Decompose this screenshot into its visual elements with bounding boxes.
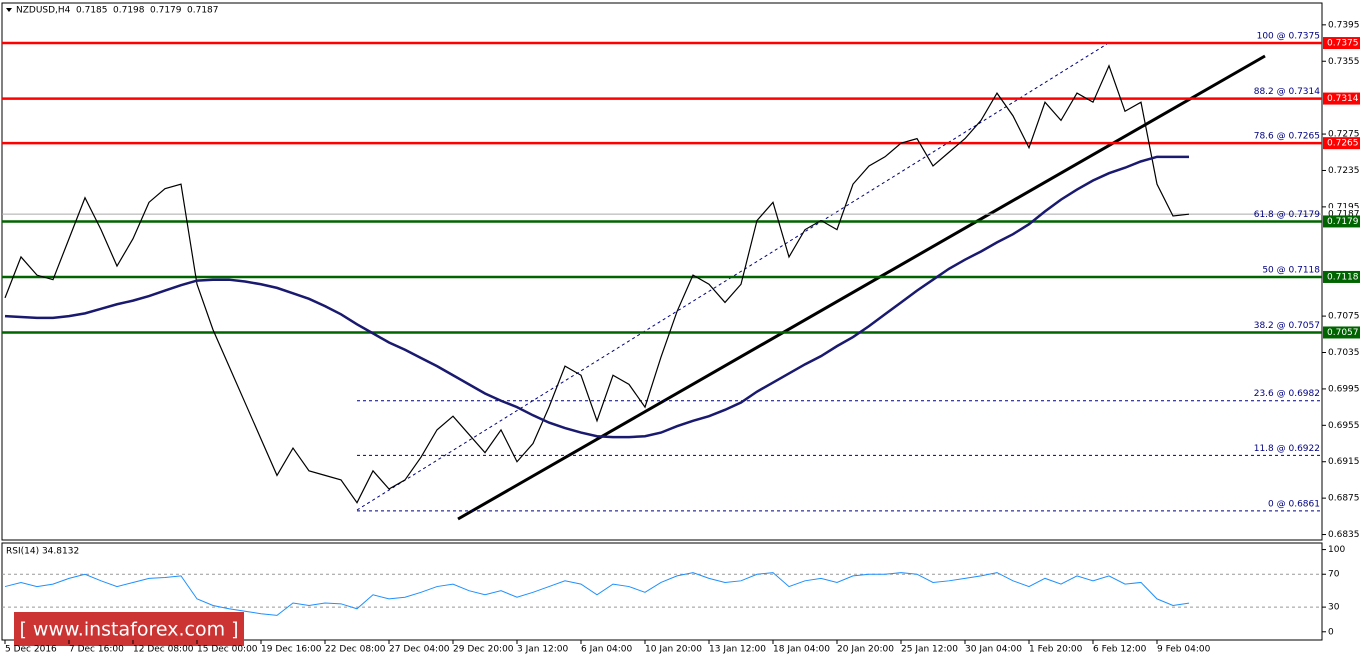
fib-label: 23.6 @ 0.6982: [1254, 389, 1320, 399]
rsi-tick-label: 70: [1328, 570, 1340, 580]
last-price-tag: [1323, 208, 1360, 220]
x-tick-label: 27 Dec 04:00: [389, 645, 450, 655]
y-tick-label: 0.6955: [1328, 421, 1360, 431]
y-tick-label: 0.7355: [1328, 57, 1360, 67]
price-tag-label: 0.7314: [1327, 94, 1359, 104]
rsi-panel: [1, 542, 1323, 641]
y-tick-label: 0.7075: [1328, 312, 1360, 322]
header-arrow: [6, 8, 12, 12]
x-tick-label: 30 Jan 04:00: [965, 645, 1022, 655]
y-tick-label: 0.7195: [1328, 202, 1360, 212]
price-tag-label: 0.7179: [1327, 217, 1359, 227]
x-tick-label: 6 Jan 04:00: [581, 645, 633, 655]
price-tag-label: 0.7375: [1327, 39, 1359, 49]
price-panel: [1, 2, 1323, 541]
x-tick-label: 5 Dec 2016: [5, 645, 57, 655]
y-tick-label: 0.7275: [1328, 130, 1360, 140]
rsi-tick-label: 30: [1328, 603, 1340, 613]
header-value: 0.7185: [76, 6, 108, 16]
x-tick-label: 12 Dec 08:00: [133, 645, 194, 655]
y-tick-label: 0.6915: [1328, 457, 1360, 467]
fib-label: 88.2 @ 0.7314: [1254, 87, 1321, 97]
price-tag: [1323, 326, 1360, 339]
price-tag: [1323, 92, 1360, 105]
x-tick-label: 1 Feb 20:00: [1029, 645, 1083, 655]
last-price-label: 0.7187: [1328, 210, 1360, 220]
y-tick-label: 0.6995: [1328, 384, 1360, 394]
fib-label: 50 @ 0.7118: [1262, 265, 1320, 275]
price-tag: [1323, 137, 1360, 150]
x-tick-label: 13 Jan 12:00: [709, 645, 766, 655]
x-tick-label: 3 Jan 12:00: [517, 645, 569, 655]
symbol: NZDUSD,H4: [16, 6, 71, 16]
fib-label: 100 @ 0.7375: [1257, 32, 1320, 42]
price-line: [4, 64, 1190, 504]
y-tick-label: 0.7235: [1328, 166, 1360, 176]
header-value: 0.7198: [113, 6, 145, 16]
fib-label: 38.2 @ 0.7057: [1254, 321, 1320, 331]
x-tick-label: 20 Jan 20:00: [837, 645, 894, 655]
x-tick-label: 22 Dec 08:00: [325, 645, 386, 655]
watermark-text: [ www.instaforex.com ]: [19, 619, 238, 641]
x-tick-label: 7 Dec 16:00: [69, 645, 124, 655]
price-tag-label: 0.7057: [1327, 328, 1359, 338]
price-tag-label: 0.7265: [1327, 139, 1359, 149]
moving-average: [4, 155, 1189, 439]
rsi-title: RSI(14) 34.8132: [6, 547, 79, 557]
watermark-box: [14, 612, 244, 646]
fib-label: 61.8 @ 0.7179: [1254, 210, 1321, 220]
x-tick-label: 29 Dec 20:00: [453, 645, 514, 655]
y-tick-label: 0.6875: [1328, 494, 1360, 504]
header-value: 0.7179: [150, 6, 182, 16]
y-tick-label: 0.7035: [1328, 348, 1360, 358]
fib-label: 0 @ 0.6861: [1268, 499, 1320, 509]
x-tick-label: 6 Feb 12:00: [1093, 645, 1147, 655]
x-tick-label: 10 Jan 20:00: [645, 645, 702, 655]
header-value: 0.7187: [187, 6, 219, 16]
y-tick-label: 0.7395: [1328, 20, 1360, 30]
price-tag-label: 0.7118: [1327, 272, 1359, 282]
watermark: [ www.instaforex.com ]: [14, 612, 244, 646]
fib-label: 11.8 @ 0.6922: [1254, 444, 1320, 454]
price-tag: [1323, 37, 1360, 50]
y-tick-label: 0.6835: [1328, 530, 1360, 540]
x-tick-label: 9 Feb 04:00: [1157, 645, 1211, 655]
x-tick-label: 19 Dec 16:00: [261, 645, 322, 655]
x-tick-label: 25 Jan 12:00: [901, 645, 958, 655]
rsi-tick-label: 100: [1328, 545, 1345, 555]
rsi-tick-label: 0: [1328, 627, 1334, 637]
fib-label: 78.6 @ 0.7265: [1254, 132, 1320, 142]
price-tag: [1323, 270, 1360, 283]
price-tag: [1323, 215, 1360, 228]
trend-line: [457, 54, 1266, 521]
x-tick-label: 18 Jan 04:00: [773, 645, 830, 655]
x-tick-label: 15 Dec 00:00: [197, 645, 258, 655]
rsi-line: [4, 572, 1190, 616]
